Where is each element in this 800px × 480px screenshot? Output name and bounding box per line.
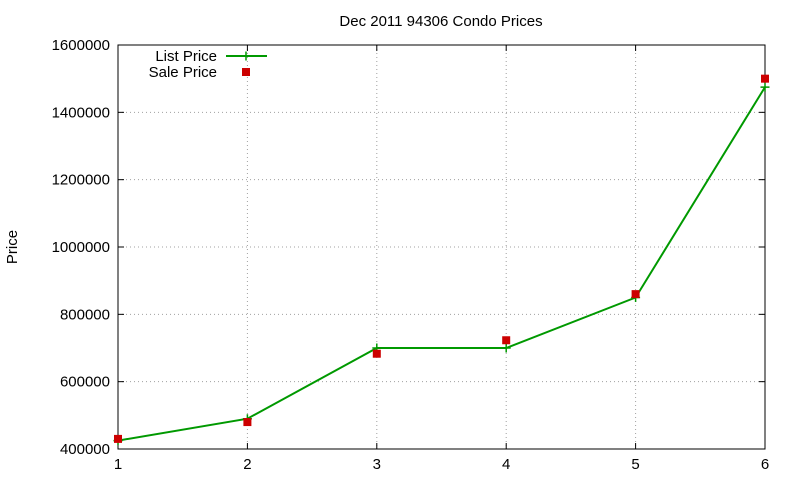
x-tick-label: 2 [243,456,251,473]
legend-marker-sale-price [242,68,250,76]
y-tick-label: 1600000 [52,37,110,54]
sale-price-point [243,418,252,427]
y-tick-label: 1200000 [52,172,110,189]
legend-label-sale-price: Sale Price [149,64,217,81]
y-tick-label: 400000 [60,441,110,458]
x-tick-label: 5 [631,456,639,473]
sale-price-point [502,336,511,345]
y-tick-labels: 400000 600000 800000 1000000 1200000 140… [52,37,110,458]
x-tick-label: 3 [373,456,381,473]
legend: List Price Sale Price [149,48,267,81]
sale-price-point [372,349,381,358]
y-axis-label: Price [4,230,21,264]
series-layer [113,74,770,446]
plot-frame [117,44,766,450]
list-price-line [117,86,766,442]
list-price-point [501,343,511,353]
y-tick-label: 800000 [60,306,110,323]
x-tick-label: 1 [114,456,122,473]
legend-marker-list-price [241,51,251,61]
tick-marks [117,44,766,450]
list-price-point [760,82,770,92]
y-tick-label: 1400000 [52,104,110,121]
sale-price-point [114,434,122,443]
chart-title: Dec 2011 94306 Condo Prices [339,13,542,30]
x-tick-labels: 1 2 3 4 5 6 [114,456,769,473]
legend-label-list-price: List Price [155,48,217,65]
grid-lines [118,45,765,449]
x-tick-label: 6 [761,456,769,473]
y-tick-label: 600000 [60,374,110,391]
sale-price-point [631,290,640,299]
y-tick-label: 1000000 [52,239,110,256]
sale-price-point [761,74,769,83]
x-tick-label: 4 [502,456,510,473]
